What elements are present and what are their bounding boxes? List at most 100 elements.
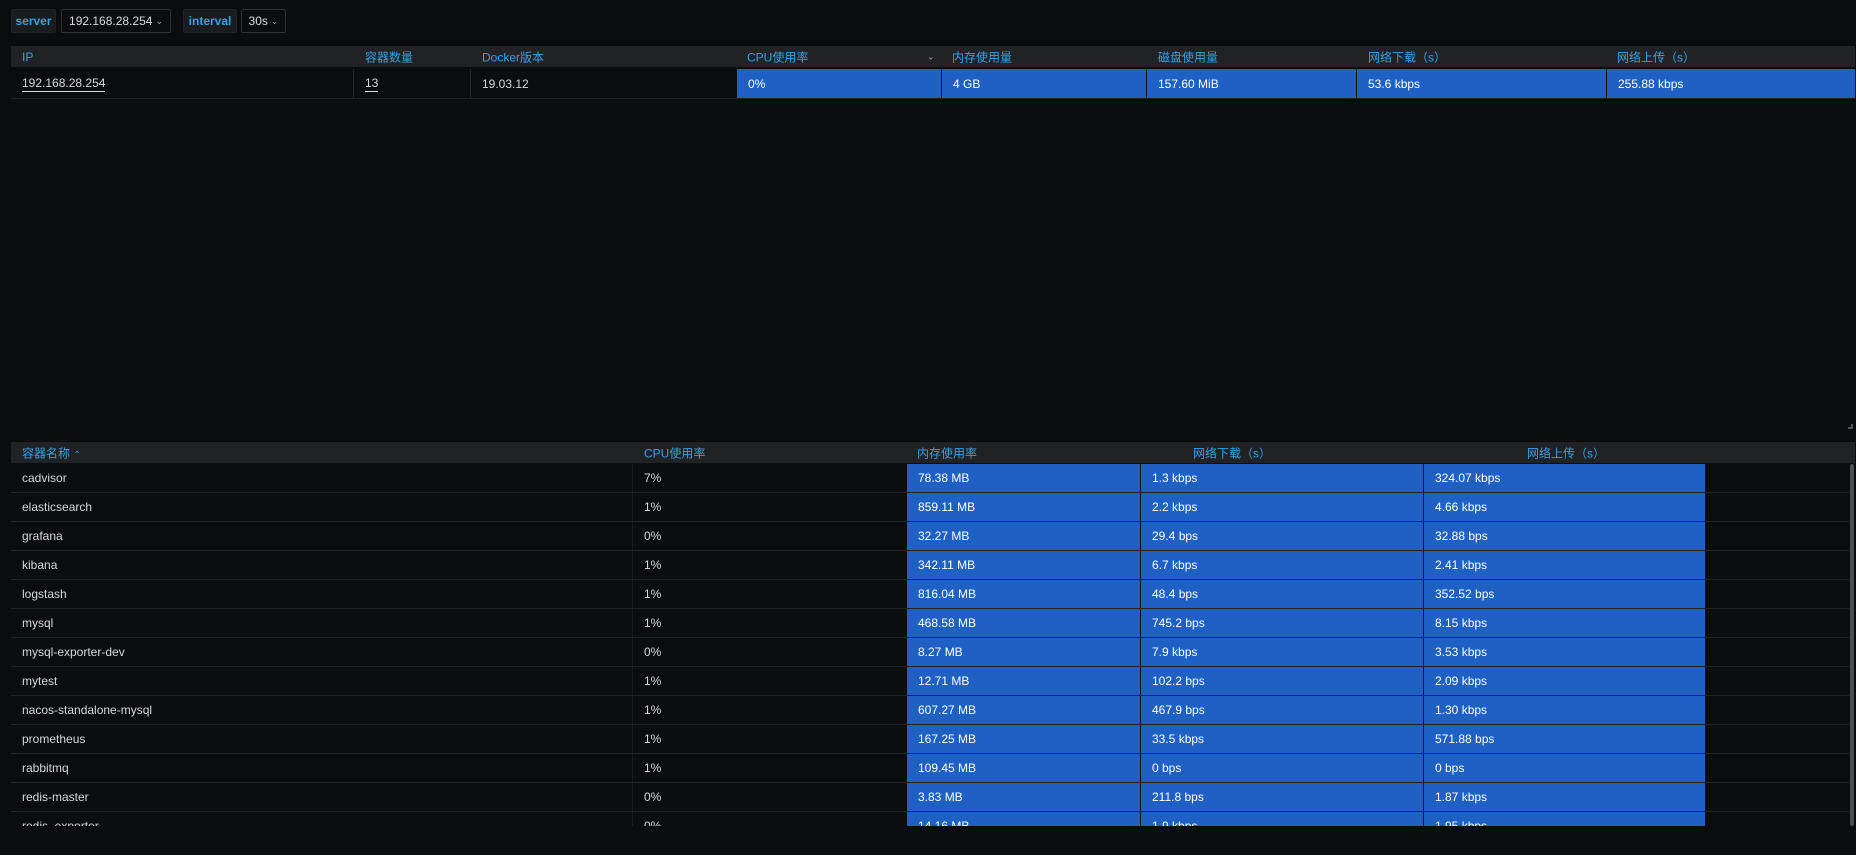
- table-row: redis-master 0% 3.83 MB 211.8 bps 1.87 kbps: [11, 783, 1849, 812]
- host-row: 192.168.28.254 13 19.03.12 0% 4 GB 157.6…: [11, 69, 1855, 99]
- containers-link[interactable]: 13: [365, 75, 379, 92]
- table-row: mysql-exporter-dev 0% 8.27 MB 7.9 kbps 3.53 …: [11, 638, 1849, 667]
- server-select[interactable]: 192.168.28.254 ⌄: [61, 9, 171, 33]
- col-disk[interactable]: 磁盘使用量: [1158, 50, 1219, 64]
- down-cell: 48.4 bps: [1140, 580, 1423, 608]
- name-cell: grafana: [11, 522, 633, 550]
- container-table-body: cadvisor 7% 78.38 MB 1.3 kbps 324.07 kbps ela…: [0, 464, 1856, 826]
- col-name[interactable]: 容器名称 ⌃: [22, 446, 81, 460]
- host-table-header: IP 容器数量 Docker版本 CPU使用率 ⌄ 内存使用量 磁盘使用量 网络…: [11, 46, 1855, 67]
- mem-cell: 14.16 MB: [906, 812, 1140, 826]
- cpu-cell: 0%: [736, 69, 941, 98]
- mem-cell: 468.58 MB: [906, 609, 1140, 637]
- table-row: rabbitmq 1% 109.45 MB 0 bps 0 bps: [11, 754, 1849, 783]
- name-cell: kibana: [11, 551, 633, 579]
- name-cell: elasticsearch: [11, 493, 633, 521]
- interval-value: 30s: [248, 14, 268, 28]
- col-cpu[interactable]: CPU使用率: [747, 50, 809, 64]
- name-cell: cadvisor: [11, 464, 633, 492]
- cpu-cell: 1%: [644, 616, 662, 630]
- cpu-cell: 1%: [644, 732, 662, 746]
- col-up[interactable]: 网络上传（s）: [1617, 50, 1696, 64]
- col-down[interactable]: 网络下载（s）: [1193, 446, 1272, 460]
- cpu-cell: 0%: [644, 529, 662, 543]
- server-value: 192.168.28.254: [69, 14, 153, 28]
- interval-select[interactable]: 30s ⌄: [241, 9, 286, 33]
- table-row: mytest 1% 12.71 MB 102.2 bps 2.09 kbps: [11, 667, 1849, 696]
- scrollbar[interactable]: [1850, 464, 1854, 826]
- down-cell: 7.9 kbps: [1140, 638, 1423, 666]
- mem-cell: 859.11 MB: [906, 493, 1140, 521]
- table-row: grafana 0% 32.27 MB 29.4 bps 32.88 bps: [11, 522, 1849, 551]
- down-cell: 33.5 kbps: [1140, 725, 1423, 753]
- down-cell: 0 bps: [1140, 754, 1423, 782]
- cpu-cell: 1%: [644, 674, 662, 688]
- cpu-cell: 7%: [644, 471, 662, 485]
- mem-cell: 4 GB: [941, 69, 1146, 98]
- name-cell: rabbitmq: [11, 754, 633, 782]
- up-cell: 1.95 kbps: [1423, 812, 1705, 826]
- docker-version: 19.03.12: [482, 76, 529, 91]
- col-docker[interactable]: Docker版本: [482, 50, 545, 64]
- cpu-cell: 1%: [644, 558, 662, 572]
- col-mem[interactable]: 内存使用率: [917, 446, 978, 460]
- down-cell: 29.4 bps: [1140, 522, 1423, 550]
- mem-cell: 78.38 MB: [906, 464, 1140, 492]
- server-label: server: [11, 9, 56, 33]
- mem-cell: 109.45 MB: [906, 754, 1140, 782]
- name-cell: mysql: [11, 609, 633, 637]
- chevron-down-icon: ⌄: [270, 15, 279, 26]
- up-cell: 0 bps: [1423, 754, 1705, 782]
- mem-cell: 342.11 MB: [906, 551, 1140, 579]
- up-cell: 32.88 bps: [1423, 522, 1705, 550]
- ip-link[interactable]: 192.168.28.254: [22, 75, 106, 92]
- sort-chevron-icon: ⌄: [927, 51, 935, 61]
- mem-cell: 607.27 MB: [906, 696, 1140, 724]
- col-mem[interactable]: 内存使用量: [952, 50, 1013, 64]
- table-row: redis_exporter 0% 14.16 MB 1.9 kbps 1.95 kbp…: [11, 812, 1849, 826]
- down-cell: 1.9 kbps: [1140, 812, 1423, 826]
- col-up[interactable]: 网络上传（s）: [1527, 446, 1606, 460]
- mem-cell: 32.27 MB: [906, 522, 1140, 550]
- name-cell: nacos-standalone-mysql: [11, 696, 633, 724]
- down-cell: 53.6 kbps: [1356, 69, 1606, 98]
- name-cell: mytest: [11, 667, 633, 695]
- up-cell: 4.66 kbps: [1423, 493, 1705, 521]
- table-row: logstash 1% 816.04 MB 48.4 bps 352.52 bps: [11, 580, 1849, 609]
- col-down[interactable]: 网络下载（s）: [1368, 50, 1447, 64]
- col-containers[interactable]: 容器数量: [365, 50, 414, 64]
- mem-cell: 816.04 MB: [906, 580, 1140, 608]
- table-row: mysql 1% 468.58 MB 745.2 bps 8.15 kbps: [11, 609, 1849, 638]
- mem-cell: 8.27 MB: [906, 638, 1140, 666]
- interval-label: interval: [183, 9, 237, 33]
- up-cell: 255.88 kbps: [1606, 69, 1855, 98]
- col-ip[interactable]: IP: [22, 49, 34, 64]
- name-cell: redis_exporter: [11, 812, 633, 826]
- mem-cell: 3.83 MB: [906, 783, 1140, 811]
- down-cell: 2.2 kbps: [1140, 493, 1423, 521]
- cpu-cell: 1%: [644, 761, 662, 775]
- disk-cell: 157.60 MiB: [1146, 69, 1356, 98]
- cpu-cell: 1%: [644, 500, 662, 514]
- cpu-cell: 0%: [644, 819, 662, 826]
- mem-cell: 12.71 MB: [906, 667, 1140, 695]
- down-cell: 745.2 bps: [1140, 609, 1423, 637]
- name-cell: logstash: [11, 580, 633, 608]
- down-cell: 1.3 kbps: [1140, 464, 1423, 492]
- down-cell: 467.9 bps: [1140, 696, 1423, 724]
- up-cell: 2.41 kbps: [1423, 551, 1705, 579]
- up-cell: 2.09 kbps: [1423, 667, 1705, 695]
- resize-handle-icon[interactable]: [1848, 424, 1853, 429]
- up-cell: 8.15 kbps: [1423, 609, 1705, 637]
- name-cell: redis-master: [11, 783, 633, 811]
- mem-cell: 167.25 MB: [906, 725, 1140, 753]
- col-cpu[interactable]: CPU使用率: [644, 446, 706, 460]
- cpu-cell: 1%: [644, 703, 662, 717]
- table-row: elasticsearch 1% 859.11 MB 2.2 kbps 4.66 kbp…: [11, 493, 1849, 522]
- chevron-down-icon: ⌄: [155, 15, 163, 26]
- down-cell: 102.2 bps: [1140, 667, 1423, 695]
- table-row: cadvisor 7% 78.38 MB 1.3 kbps 324.07 kbps: [11, 464, 1849, 493]
- up-cell: 571.88 bps: [1423, 725, 1705, 753]
- up-cell: 1.87 kbps: [1423, 783, 1705, 811]
- up-cell: 1.30 kbps: [1423, 696, 1705, 724]
